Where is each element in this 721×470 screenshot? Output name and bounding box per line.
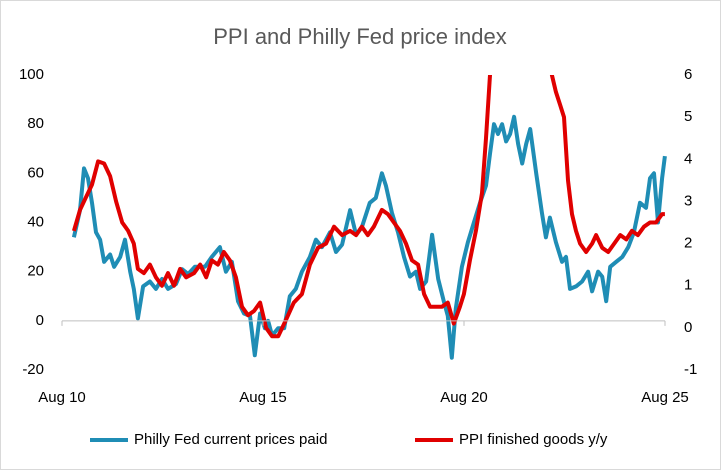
y2-tick-label: 2	[684, 235, 692, 252]
plot-area	[71, 75, 667, 360]
y2-tick-label: 3	[684, 192, 692, 209]
y2-tick-label: 1	[684, 277, 692, 294]
x-tick-label: Aug 15	[239, 389, 287, 406]
y-tick-label: 100	[19, 66, 44, 83]
y-tick-label: 60	[27, 164, 44, 181]
y-tick-label: 20	[27, 263, 44, 280]
legend-label: PPI finished goods y/y	[459, 431, 608, 448]
y-tick-label: 40	[27, 213, 44, 230]
y-tick-label: 0	[36, 312, 44, 329]
y2-tick-label: 5	[684, 108, 692, 125]
legend-label: Philly Fed current prices paid	[134, 431, 327, 448]
y-tick-label: 80	[27, 115, 44, 132]
x-tick-label: Aug 10	[38, 389, 86, 406]
y2-tick-label: 6	[684, 66, 692, 83]
y2-tick-label: 0	[684, 319, 692, 336]
x-tick-label: Aug 20	[440, 389, 488, 406]
series-line	[71, 75, 665, 339]
x-tick-label: Aug 25	[641, 389, 689, 406]
y2-tick-label: 4	[684, 150, 692, 167]
chart-title: PPI and Philly Fed price index	[213, 24, 507, 49]
y-tick-label: -20	[22, 361, 44, 378]
y2-tick-label: -1	[684, 361, 697, 378]
